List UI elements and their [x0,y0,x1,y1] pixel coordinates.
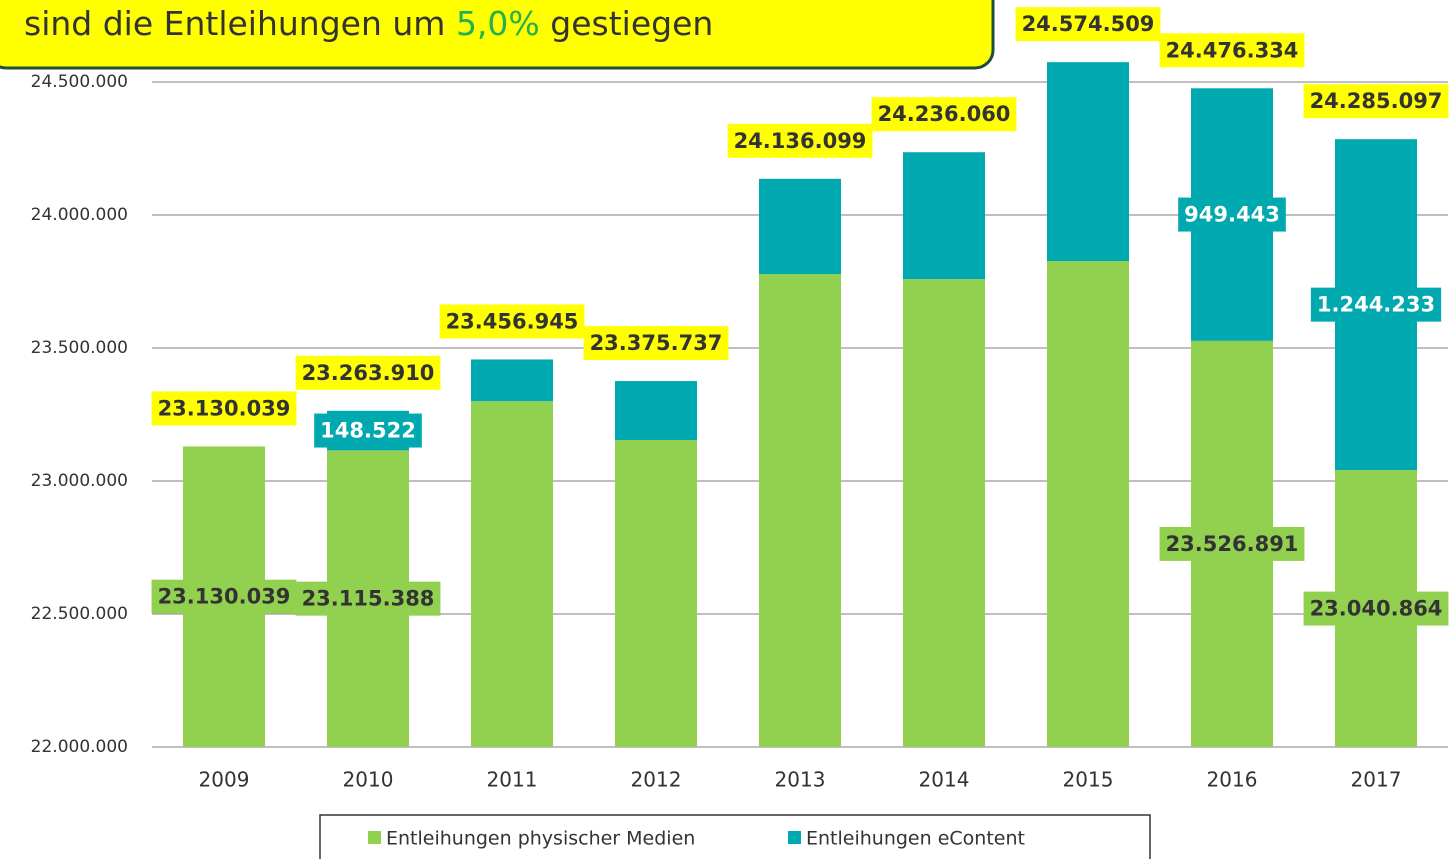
bar-segment [471,359,553,402]
legend-label: Entleihungen physischer Medien [386,828,695,850]
y-tick-label: 23.000.000 [31,471,128,491]
x-tick-label: 2016 [1207,768,1258,792]
y-tick-label: 23.500.000 [31,338,128,358]
total-label-box [151,391,297,426]
total-label: 24.574.509 [1015,7,1161,42]
chart-title: sind die Entleihungen um 5,0% gestiegen [24,4,713,43]
value-label-box [151,579,297,614]
value-label: 23.526.891 [1166,532,1299,556]
bar-segment [471,401,553,747]
legend-box [319,814,1151,859]
value-label: 949.443 [1184,203,1280,227]
y-tick-label: 22.000.000 [31,737,128,757]
bar-segment [903,279,985,747]
value-label: 23.526.891 [1159,526,1305,561]
value-label-box [1178,197,1286,232]
x-tick-label: 2017 [1351,768,1402,792]
value-label: 1.244.233 [1310,287,1442,322]
total-label: 24.236.060 [878,102,1011,126]
value-label-box [1303,591,1449,626]
value-label: 148.522 [314,413,422,448]
total-label: 24.476.334 [1159,33,1305,68]
total-label: 24.285.097 [1310,89,1443,113]
total-label: 23.375.737 [590,331,723,355]
legend-label: Entleihungen eContent [806,828,1025,850]
y-tick-label: 24.000.000 [31,205,128,225]
title-highlight: 5,0% [456,4,540,43]
total-label: 23.456.945 [439,304,585,339]
total-label: 24.236.060 [871,97,1017,132]
value-label: 148.522 [320,419,416,443]
total-label-box [1015,7,1161,42]
total-label: 23.263.910 [295,355,441,390]
total-label: 24.285.097 [1303,84,1449,119]
value-label: 23.040.864 [1303,591,1449,626]
bar-segment [1047,261,1129,747]
total-label: 23.456.945 [446,309,579,333]
value-label: 23.130.039 [158,585,291,609]
total-label: 24.476.334 [1166,38,1299,62]
value-label-box [1310,287,1442,322]
legend-swatch [788,831,801,844]
value-label: 23.040.864 [1310,597,1443,621]
total-label-box [439,304,585,339]
total-label: 24.136.099 [727,123,873,158]
value-label-box [295,581,441,616]
total-label: 23.375.737 [583,326,729,361]
total-label-box [1303,84,1449,119]
total-label: 23.263.910 [302,361,435,385]
x-tick-label: 2010 [343,768,394,792]
y-tick-label: 24.500.000 [31,72,128,92]
y-tick-label: 22.500.000 [31,604,128,624]
total-label-box [295,355,441,390]
value-label: 23.130.039 [151,579,297,614]
title-box [0,0,995,70]
total-label-box [871,97,1017,132]
bar-segment [615,440,697,747]
bar-segment [903,152,985,280]
value-label-box [314,413,422,448]
total-label-box [1159,33,1305,68]
x-tick-label: 2009 [199,768,250,792]
total-label: 24.136.099 [734,129,867,153]
bar-segment [759,274,841,747]
x-tick-label: 2012 [631,768,682,792]
bar-segment [1047,62,1129,262]
legend-swatch [368,831,381,844]
total-label: 23.130.039 [158,396,291,420]
bar-segment [615,381,697,441]
title-text: sind die Entleihungen um [24,4,445,43]
title-text: gestiegen [550,4,713,43]
total-label-box [583,326,729,361]
x-tick-label: 2015 [1063,768,1114,792]
x-tick-label: 2014 [919,768,970,792]
total-label: 24.574.509 [1022,12,1155,36]
x-tick-label: 2013 [775,768,826,792]
total-label: 23.130.039 [151,391,297,426]
value-label: 23.115.388 [295,581,441,616]
value-label: 1.244.233 [1317,293,1435,317]
x-tick-label: 2011 [487,768,538,792]
value-label: 949.443 [1178,197,1286,232]
value-label-box [1159,526,1305,561]
value-label: 23.115.388 [302,587,435,611]
total-label-box [727,123,873,158]
bar-segment [759,178,841,275]
